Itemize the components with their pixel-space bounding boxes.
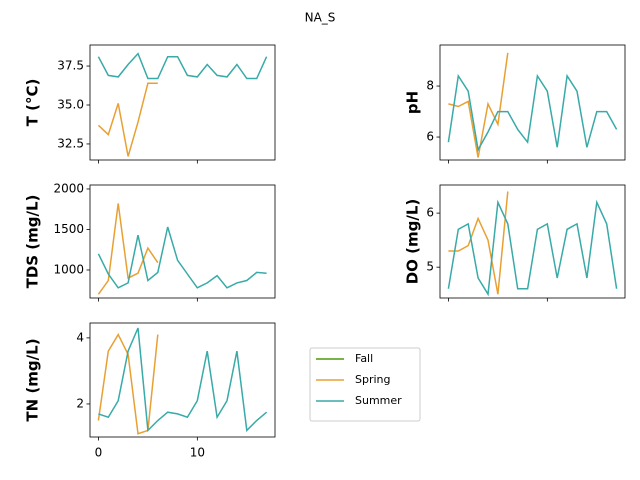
series-line bbox=[447, 73, 618, 153]
series-line bbox=[97, 203, 159, 295]
axes-frame bbox=[439, 44, 626, 161]
legend-box bbox=[309, 347, 421, 422]
y-tick-label: 6 bbox=[426, 130, 434, 144]
x-tick-label: 0 bbox=[95, 446, 103, 460]
y-tick-label: 2 bbox=[76, 396, 84, 410]
figure-title: NA_S bbox=[305, 11, 336, 25]
series-line bbox=[97, 82, 158, 157]
legend-label: Fall bbox=[355, 352, 373, 365]
axes-frame bbox=[89, 184, 276, 299]
series-line bbox=[97, 226, 267, 289]
y-tick-label: 4 bbox=[76, 330, 84, 344]
legend-label: Summer bbox=[355, 394, 402, 407]
y-tick-label: 35.0 bbox=[57, 97, 84, 111]
series-line bbox=[447, 199, 618, 297]
y-tick-label: 32.5 bbox=[57, 136, 84, 150]
y-axis-label: T (°C) bbox=[24, 79, 42, 127]
x-tick-label: 10 bbox=[190, 446, 205, 460]
axes-frame bbox=[439, 184, 626, 299]
y-tick-label: 1500 bbox=[53, 222, 84, 236]
y-axis-label: DO (mg/L) bbox=[404, 199, 422, 285]
y-tick-label: 2000 bbox=[53, 181, 84, 195]
y-tick-label: 37.5 bbox=[57, 59, 84, 73]
y-tick-label: 5 bbox=[426, 260, 434, 274]
legend-label: Spring bbox=[355, 373, 391, 386]
y-tick-label: 8 bbox=[426, 79, 434, 93]
y-tick-label: 1000 bbox=[53, 262, 84, 276]
series-line bbox=[97, 52, 268, 80]
y-axis-label: TDS (mg/L) bbox=[24, 195, 42, 289]
series-line bbox=[448, 191, 509, 295]
y-axis-label: pH bbox=[404, 91, 422, 114]
y-axis-label: TN (mg/L) bbox=[24, 338, 42, 421]
axes-frame bbox=[89, 44, 276, 161]
series-line bbox=[98, 327, 268, 433]
axes-frame bbox=[89, 322, 276, 438]
y-tick-label: 6 bbox=[426, 206, 434, 220]
series-line bbox=[448, 52, 509, 158]
